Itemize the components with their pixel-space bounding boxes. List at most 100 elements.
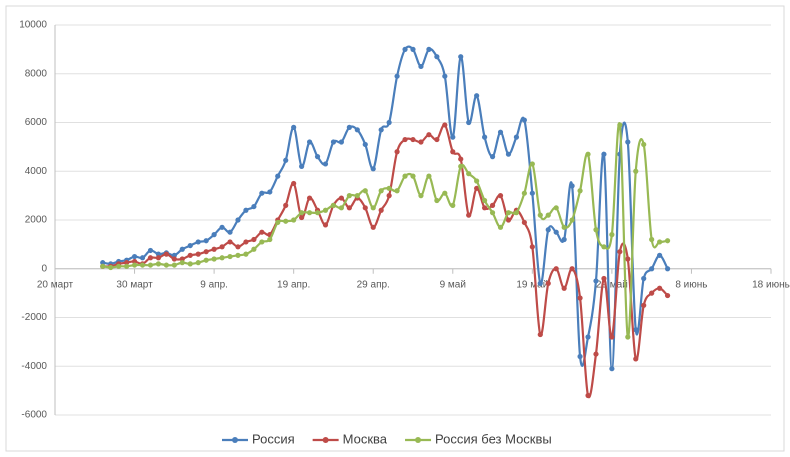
point — [346, 193, 352, 199]
point — [657, 252, 663, 258]
point — [521, 117, 527, 123]
point — [147, 262, 154, 268]
point — [474, 185, 480, 191]
point — [370, 205, 376, 211]
point — [370, 166, 376, 172]
point — [434, 136, 440, 143]
point — [601, 151, 607, 157]
point — [187, 242, 193, 249]
y-tick-label: 6000 — [25, 117, 48, 128]
point — [243, 239, 249, 245]
point — [410, 46, 416, 52]
x-tick-label: 30 март — [116, 279, 153, 290]
point — [354, 127, 360, 133]
point — [378, 207, 384, 213]
point — [649, 236, 655, 243]
point — [211, 256, 217, 262]
point — [291, 180, 297, 187]
point — [330, 202, 337, 208]
point — [378, 188, 384, 194]
point — [553, 205, 559, 211]
x-tick-label: 19 апр. — [277, 279, 310, 290]
point — [306, 139, 313, 145]
point — [458, 54, 464, 60]
point — [235, 244, 241, 250]
point — [346, 124, 352, 130]
point — [609, 232, 615, 238]
point — [418, 139, 424, 145]
point — [402, 136, 408, 143]
point — [545, 212, 551, 218]
point — [283, 202, 289, 208]
point — [497, 193, 504, 199]
point — [529, 161, 535, 167]
point — [410, 173, 416, 179]
point — [482, 197, 488, 204]
point — [219, 244, 225, 250]
point — [593, 278, 599, 284]
point — [124, 263, 130, 269]
point — [657, 239, 663, 245]
point — [434, 54, 440, 60]
point — [482, 205, 488, 211]
point — [386, 193, 392, 199]
point — [545, 280, 551, 286]
point — [537, 212, 543, 218]
point — [291, 217, 297, 223]
point — [561, 236, 567, 243]
point — [561, 285, 567, 291]
point — [283, 218, 289, 224]
point — [657, 285, 663, 291]
point — [203, 249, 209, 255]
point — [489, 154, 496, 160]
point — [649, 266, 655, 272]
point — [139, 255, 146, 261]
point — [553, 229, 559, 235]
y-tick-label: 4000 — [25, 166, 48, 177]
point — [155, 261, 162, 267]
point — [450, 202, 456, 208]
point — [625, 139, 631, 145]
chart-border — [5, 5, 785, 452]
point — [100, 260, 106, 266]
point — [577, 353, 583, 360]
point — [394, 149, 400, 155]
point — [283, 157, 289, 163]
point — [521, 219, 527, 226]
point — [664, 266, 671, 272]
point — [124, 260, 130, 266]
point — [450, 149, 456, 155]
point — [259, 190, 265, 196]
point — [227, 253, 233, 260]
point — [306, 210, 313, 216]
point — [593, 227, 599, 233]
point — [410, 136, 416, 143]
point — [569, 266, 575, 272]
point — [314, 210, 321, 216]
point — [529, 190, 535, 196]
point — [314, 154, 321, 160]
point — [633, 327, 639, 333]
point — [362, 205, 368, 211]
point — [211, 246, 217, 252]
point — [179, 256, 185, 262]
y-tick-label: 8000 — [25, 68, 48, 79]
point — [553, 266, 559, 272]
point — [275, 173, 281, 179]
point — [251, 203, 257, 210]
point — [617, 249, 623, 255]
y-tick-label: -2000 — [21, 312, 47, 323]
point — [203, 257, 209, 263]
point — [187, 252, 193, 258]
point — [489, 210, 496, 216]
point — [505, 151, 512, 157]
point — [466, 212, 472, 218]
point — [442, 122, 448, 128]
point — [609, 366, 615, 372]
point — [664, 238, 671, 244]
point — [155, 251, 162, 257]
point — [529, 244, 535, 250]
point — [617, 122, 623, 128]
point — [378, 127, 384, 133]
point — [625, 256, 631, 262]
